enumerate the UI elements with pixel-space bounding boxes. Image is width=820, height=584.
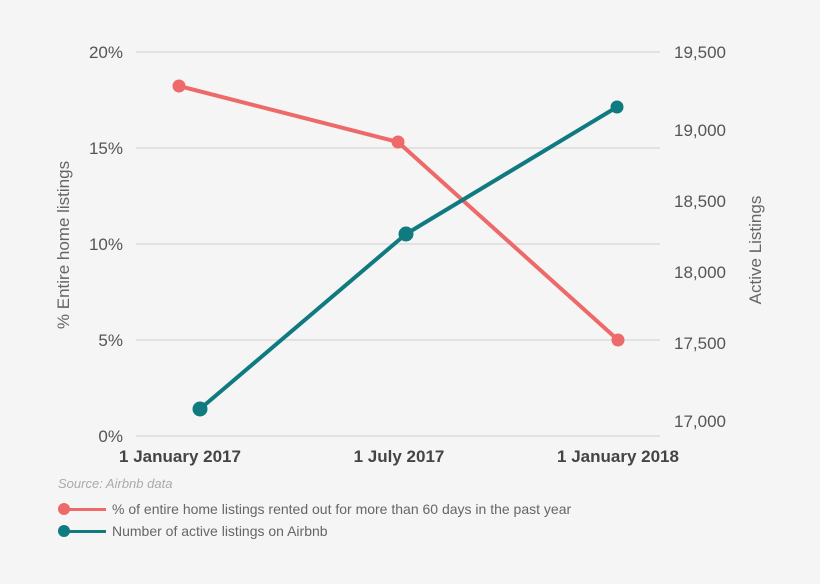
right-tick: 19,000	[674, 121, 726, 140]
data-point	[172, 79, 186, 93]
left-axis-label: % Entire home listings	[54, 161, 73, 329]
line-chart: 20% 15% 10% 5% 0% 19,500 19,000 18,500 1…	[54, 43, 765, 466]
legend: % of entire home listings rented out for…	[58, 498, 571, 542]
left-tick: 0%	[98, 427, 123, 446]
x-tick: 1 January 2018	[557, 447, 679, 466]
data-point	[610, 100, 624, 114]
data-point	[398, 226, 414, 242]
legend-line-dot-icon	[58, 525, 106, 537]
data-point	[391, 135, 405, 149]
right-tick: 18,000	[674, 263, 726, 282]
right-tick: 17,000	[674, 412, 726, 431]
right-tick: 19,500	[674, 43, 726, 62]
x-axis-ticks: 1 January 2017 1 July 2017 1 January 201…	[119, 447, 679, 466]
legend-label: % of entire home listings rented out for…	[112, 501, 572, 517]
left-axis-ticks: 20% 15% 10% 5% 0%	[89, 43, 123, 446]
data-point	[611, 333, 625, 347]
left-tick: 15%	[89, 139, 123, 158]
source-note: Source: Airbnb data	[58, 476, 173, 491]
left-tick: 10%	[89, 235, 123, 254]
series-active-listings	[192, 100, 624, 417]
right-tick: 18,500	[674, 192, 726, 211]
legend-label: Number of active listings on Airbnb	[112, 523, 328, 539]
left-tick: 5%	[98, 331, 123, 350]
data-point	[192, 401, 208, 417]
legend-item-listings: Number of active listings on Airbnb	[58, 520, 571, 542]
x-tick: 1 July 2017	[354, 447, 445, 466]
right-axis-ticks: 19,500 19,000 18,500 18,000 17,500 17,00…	[674, 43, 726, 431]
legend-line-dot-icon	[58, 503, 106, 515]
legend-item-percent: % of entire home listings rented out for…	[58, 498, 571, 520]
gridlines	[136, 51, 660, 437]
left-tick: 20%	[89, 43, 123, 62]
right-tick: 17,500	[674, 334, 726, 353]
right-axis-label: Active Listings	[746, 196, 765, 305]
x-tick: 1 January 2017	[119, 447, 241, 466]
series-percent-entire-home	[172, 79, 625, 347]
